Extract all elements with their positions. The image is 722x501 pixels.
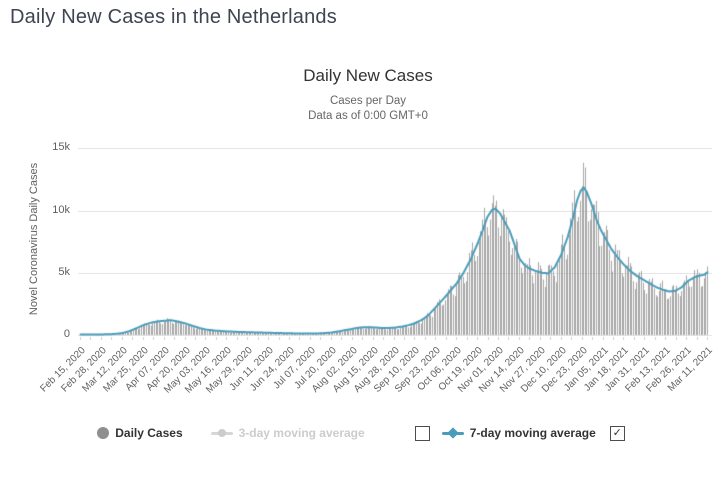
chart-plot-area[interactable] [78, 140, 714, 340]
page-title: Daily New Cases in the Netherlands [10, 6, 337, 28]
legend-label-7day-average: 7-day moving average [469, 426, 596, 440]
y-tick-5k: 5k [58, 266, 70, 278]
checkmark-icon: ✓ [612, 426, 622, 439]
legend-item-3day-average[interactable]: 3-day moving average [210, 426, 365, 440]
chart-subtitle-data-as-of: Data as of 0:00 GMT+0 [308, 110, 428, 122]
7day-average-marker-icon [441, 427, 464, 439]
legend: Daily Cases 3-day moving average 7-day m… [0, 422, 722, 444]
3day-average-marker-icon [210, 427, 233, 439]
chart-subtitle-cases-per-day: Cases per Day [329, 95, 407, 107]
legend-item-7day-average[interactable]: 7-day moving average [441, 426, 596, 440]
daily-cases-marker-icon [97, 427, 110, 439]
chart-title: Daily New Cases [303, 66, 433, 85]
3day-average-checkbox[interactable] [414, 425, 430, 441]
y-tick-10k: 10k [52, 204, 70, 216]
7day-average-checkbox[interactable]: ✓ [609, 425, 625, 441]
y-tick-0: 0 [63, 328, 70, 340]
legend-label-3day-average: 3-day moving average [238, 426, 365, 440]
legend-label-daily-cases: Daily Cases [115, 426, 183, 440]
legend-item-daily-cases[interactable]: Daily Cases [97, 426, 183, 440]
y-tick-15k: 15k [52, 141, 70, 153]
